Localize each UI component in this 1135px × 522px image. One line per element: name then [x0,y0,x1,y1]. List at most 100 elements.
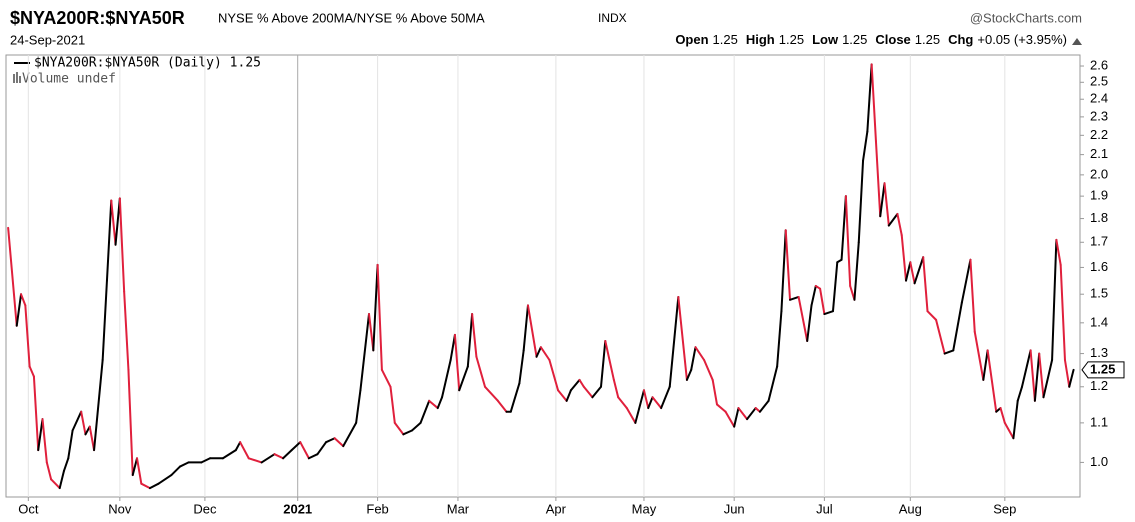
x-tick-label: Sep [993,501,1016,516]
quote-label: Chg [948,32,973,47]
line-segment [960,258,972,304]
line-segment [110,199,117,246]
line-segment [926,310,938,321]
exchange: INDX [598,11,627,25]
line-segment [93,359,104,452]
line-segment [393,421,405,436]
quote-label: Close [875,32,910,47]
x-tick-label: Jul [816,501,833,516]
line-segment [1055,238,1062,266]
line-segment [28,365,35,378]
description: NYSE % Above 200MA/NYSE % Above 50MA [218,10,485,25]
line-segment [874,140,882,218]
line-segment [642,389,650,410]
y-tick-label: 2.4 [1090,91,1108,106]
line-segment [20,293,27,307]
y-tick-label: 1.0 [1090,454,1108,469]
line-segment [840,195,847,261]
quote-value: 1.25 [779,32,804,47]
line-segment [703,359,714,381]
line-segment [118,197,126,293]
x-tick-label: Apr [546,501,567,516]
line-segment [316,441,328,456]
line-segment [625,407,637,424]
x-tick-label: Mar [447,501,470,516]
line-segment [509,382,521,413]
quote-value: 1.25 [713,32,738,47]
line-segment [909,261,916,285]
line-segment [831,261,839,313]
line-segment [677,295,688,381]
line-segment [376,263,383,371]
line-segment [67,429,74,460]
line-segment [526,304,538,358]
y-tick-label: 1.9 [1090,188,1108,203]
line-segment [136,457,143,485]
line-segment [896,212,903,237]
volume-label: Volume undef [22,72,116,87]
line-segment [935,318,946,355]
line-segment [522,304,529,352]
y-tick-label: 1.7 [1090,234,1108,249]
line-segment [282,449,293,460]
line-segment [797,295,809,342]
line-segment [389,385,396,424]
brand: @StockCharts.com [970,10,1082,25]
line-segment [1063,359,1071,388]
line-segment [857,159,865,244]
line-segment [342,421,358,448]
line-segment [428,399,439,410]
line-segment [780,229,787,313]
line-segment [690,346,697,371]
x-tick-label: Nov [108,501,132,516]
line-segment [548,359,560,392]
line-segment [1059,263,1066,362]
line-segment [569,378,581,392]
x-tick-label: Jun [724,501,745,516]
x-tick-label: Oct [18,501,39,516]
line-segment [325,437,336,444]
y-tick-label: 2.5 [1090,74,1108,89]
line-segment [776,310,783,368]
volume-icon [19,76,21,83]
line-segment [634,389,645,424]
quote-label: Open [675,32,708,47]
quote-label: High [746,32,775,47]
line-segment [578,378,585,388]
y-tick-label: 1.6 [1090,259,1108,274]
line-segment [471,313,478,358]
line-segment [62,457,70,472]
line-segment [668,295,680,388]
line-segment [359,313,371,392]
line-segment [333,437,345,448]
line-segment [441,359,452,399]
line-segment [746,407,757,421]
y-tick-label: 2.2 [1090,127,1108,142]
line-segment [307,453,319,460]
line-segment [767,365,779,402]
line-segment [368,313,375,352]
line-segment [157,474,173,485]
y-tick-label: 1.5 [1090,286,1108,301]
line-segment [1012,399,1019,440]
line-segment [178,461,190,468]
line-segment [518,349,525,385]
line-segment [239,441,250,460]
line-segment [582,385,594,399]
line-segment [466,313,474,368]
line-segment [883,182,890,227]
symbol: $NYA200R:$NYA50R [10,8,185,28]
arrow-icon [1072,38,1082,45]
line-segment [290,441,302,452]
line-segment [1038,352,1045,399]
line-segment [458,365,469,392]
y-tick-label: 1.2 [1090,378,1108,393]
line-segment [475,355,487,388]
line-segment [50,478,61,490]
line-segment [380,368,392,388]
line-segment [943,349,955,355]
line-segment [170,465,181,477]
y-tick-label: 2.0 [1090,166,1108,181]
line-segment [148,482,160,490]
line-segment [419,399,431,424]
